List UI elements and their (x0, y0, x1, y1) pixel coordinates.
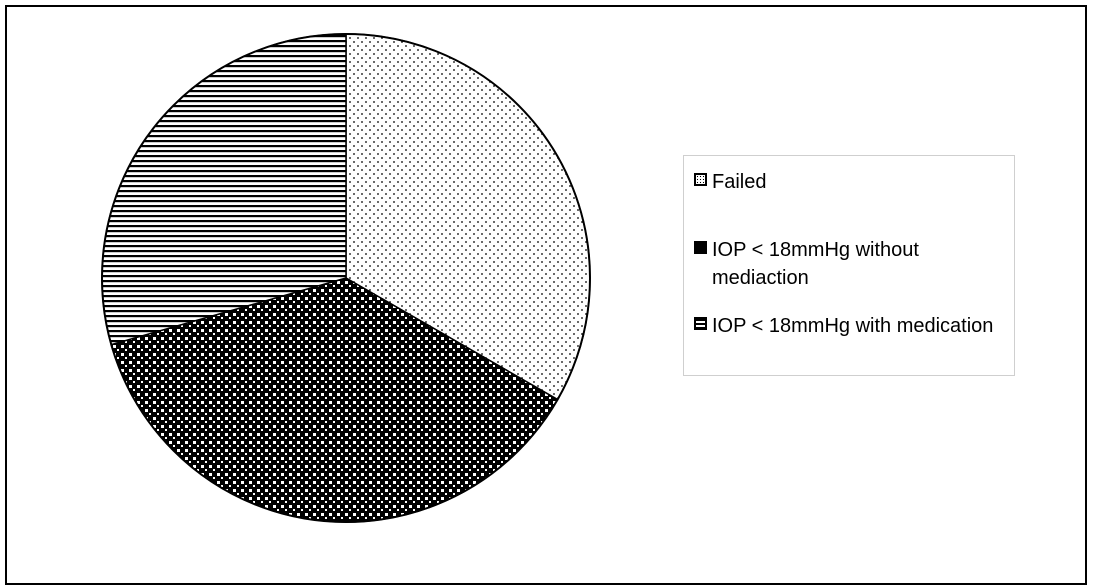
legend-label: Failed (712, 171, 767, 193)
legend-item-failed: Failed (694, 168, 1012, 196)
pie-outline (101, 33, 591, 523)
legend: Failed IOP < 18mmHg without mediaction I… (683, 155, 1015, 376)
legend-label: IOP < 18mmHg with medication (712, 315, 994, 337)
legend-item-without-medication: IOP < 18mmHg without mediaction (694, 236, 1012, 292)
legend-label: IOP < 18mmHg without mediaction (712, 239, 919, 289)
legend-swatch-lines-icon (694, 317, 707, 330)
legend-item-with-medication: IOP < 18mmHg with medication (694, 312, 1012, 340)
legend-swatch-dots-icon (694, 173, 707, 186)
pie-slices (101, 33, 591, 523)
legend-swatch-checker-icon (694, 241, 707, 254)
